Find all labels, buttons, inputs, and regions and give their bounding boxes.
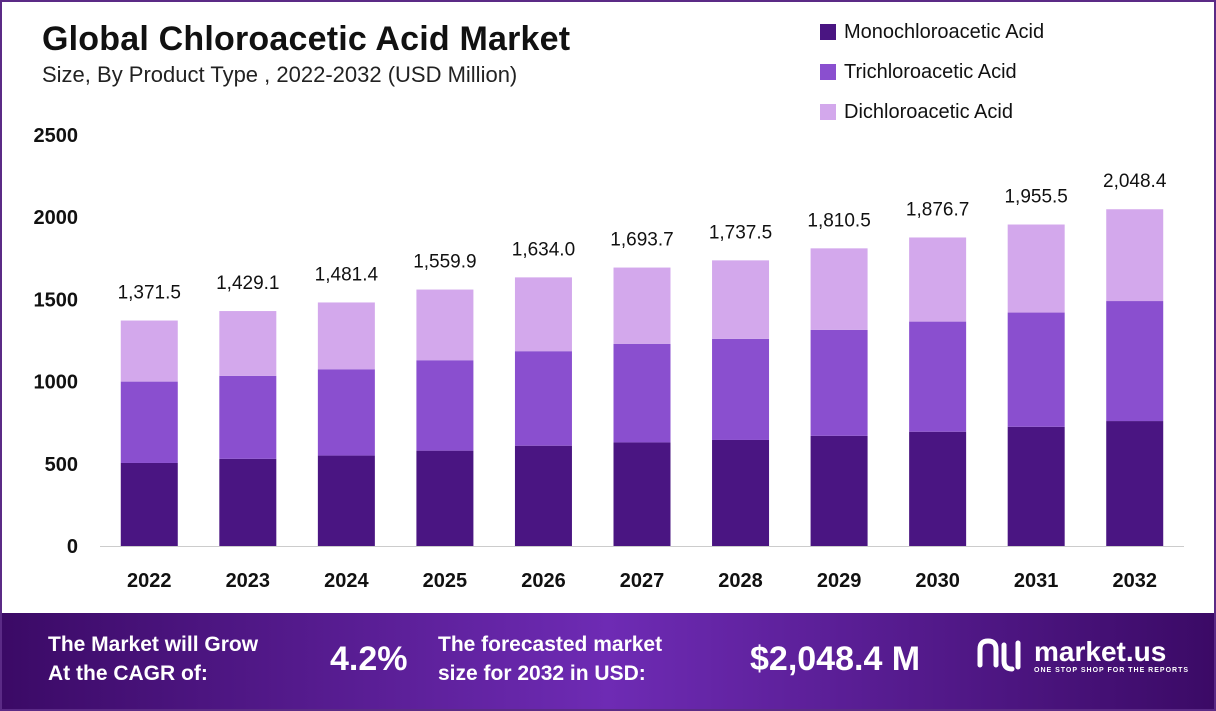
total-data-label: 1,481.4	[315, 264, 379, 285]
bar-segment-dichloroacetic-acid	[1007, 224, 1065, 313]
legend: Monochloroacetic Acid Trichloroacetic Ac…	[820, 12, 1044, 132]
y-tick-label: 500	[45, 454, 78, 476]
x-tick-label: 2032	[1112, 570, 1157, 592]
total-data-label: 1,737.5	[709, 222, 772, 243]
x-tick-label: 2025	[423, 570, 468, 592]
bar-segment-dichloroacetic-acid	[712, 260, 770, 339]
bar-segment-monochloroacetic-acid	[514, 445, 572, 546]
total-data-label: 2,048.4	[1103, 171, 1167, 192]
bar-segment-trichloroacetic-acid	[514, 351, 572, 446]
bar-segment-monochloroacetic-acid	[613, 442, 671, 546]
bar-segment-trichloroacetic-acid	[120, 381, 178, 463]
y-tick-label: 1000	[34, 372, 79, 394]
total-data-label: 1,693.7	[610, 230, 673, 251]
bar-segment-trichloroacetic-acid	[219, 375, 277, 459]
legend-label-monochloroacetic: Monochloroacetic Acid	[844, 20, 1045, 43]
y-tick-label: 2000	[34, 207, 79, 229]
total-data-label: 1,955.5	[1004, 187, 1067, 208]
cagr-value: 4.2%	[330, 640, 408, 678]
bar-segment-trichloroacetic-acid	[317, 369, 375, 456]
bar-segment-monochloroacetic-acid	[712, 439, 770, 546]
bar-segment-trichloroacetic-acid	[1007, 312, 1065, 427]
total-data-label: 1,634.0	[512, 239, 575, 260]
legend-swatch-monochloroacetic	[820, 24, 836, 40]
x-tick-label: 2022	[127, 570, 172, 592]
y-tick-label: 2500	[34, 125, 79, 147]
chart-title: Global Chloroacetic Acid Market	[42, 20, 571, 58]
bar-segment-trichloroacetic-acid	[810, 329, 868, 436]
x-tick-label: 2027	[620, 570, 665, 592]
legend-item-monochloroacetic: Monochloroacetic Acid	[820, 12, 1044, 52]
bar-segment-dichloroacetic-acid	[317, 302, 375, 370]
bar-segment-monochloroacetic-acid	[416, 450, 474, 546]
bar-segment-dichloroacetic-acid	[909, 237, 967, 322]
bar-segment-monochloroacetic-acid	[1007, 426, 1065, 546]
bar-segment-monochloroacetic-acid	[120, 462, 178, 546]
bar-segment-dichloroacetic-acid	[613, 267, 671, 344]
bar-segment-trichloroacetic-acid	[613, 343, 671, 443]
bar-segment-monochloroacetic-acid	[219, 458, 277, 546]
brand-logo: market.us ONE STOP SHOP FOR THE REPORTS	[974, 635, 1189, 675]
legend-label-dichloroacetic: Dichloroacetic Acid	[844, 100, 1013, 123]
bar-segment-monochloroacetic-acid	[909, 431, 967, 546]
legend-item-dichloroacetic: Dichloroacetic Acid	[820, 92, 1044, 132]
legend-label-trichloroacetic: Trichloroacetic Acid	[844, 60, 1017, 83]
bar-segment-dichloroacetic-acid	[219, 311, 277, 376]
footer-banner: The Market will Grow At the CAGR of: 4.2…	[2, 613, 1214, 709]
total-data-label: 1,429.1	[216, 273, 279, 294]
market-us-logo-icon	[977, 638, 1021, 672]
bar-segment-dichloroacetic-acid	[810, 248, 868, 330]
bar-segment-dichloroacetic-acid	[514, 277, 572, 352]
x-tick-label: 2024	[324, 570, 369, 592]
cagr-label: The Market will Grow At the CAGR of:	[48, 633, 259, 685]
x-tick-label: 2030	[915, 570, 960, 592]
legend-item-trichloroacetic: Trichloroacetic Acid	[820, 52, 1044, 92]
x-tick-label: 2031	[1014, 570, 1059, 592]
x-tick-label: 2023	[226, 570, 271, 592]
stacked-bar-chart: 0 500 1000 1500 2000 2500 1,371.5 2022 1,429.1 20…	[34, 125, 1184, 592]
total-data-label: 1,876.7	[906, 199, 969, 220]
total-data-label: 1,371.5	[118, 283, 181, 304]
y-tick-label: 1500	[34, 289, 79, 311]
y-tick-label: 0	[67, 536, 78, 558]
bar-segment-monochloroacetic-acid	[810, 435, 868, 546]
forecast-label: The forecasted market size for 2032 in U…	[438, 633, 663, 685]
bar-segment-dichloroacetic-acid	[1106, 209, 1164, 302]
brand-tagline: ONE STOP SHOP FOR THE REPORTS	[1034, 666, 1190, 674]
total-data-label: 1,810.5	[807, 210, 870, 231]
bar-segment-trichloroacetic-acid	[712, 338, 770, 440]
bar-segment-trichloroacetic-acid	[909, 321, 967, 432]
bar-segment-trichloroacetic-acid	[416, 360, 474, 451]
legend-swatch-trichloroacetic	[820, 64, 836, 80]
bar-segment-monochloroacetic-acid	[317, 455, 375, 546]
x-tick-label: 2026	[521, 570, 566, 592]
bar-segment-dichloroacetic-acid	[416, 289, 474, 361]
total-data-label: 1,559.9	[413, 252, 476, 273]
brand-name: market.us	[1034, 635, 1167, 667]
x-tick-label: 2029	[817, 570, 862, 592]
bar-segment-dichloroacetic-acid	[120, 320, 178, 382]
bar-segment-monochloroacetic-acid	[1106, 421, 1164, 546]
chart-subtitle: Size, By Product Type , 2022-2032 (USD M…	[42, 62, 518, 87]
x-tick-label: 2028	[718, 570, 763, 592]
legend-swatch-dichloroacetic	[820, 104, 836, 120]
forecast-value: $2,048.4 M	[750, 640, 921, 678]
bar-segment-trichloroacetic-acid	[1106, 301, 1164, 422]
